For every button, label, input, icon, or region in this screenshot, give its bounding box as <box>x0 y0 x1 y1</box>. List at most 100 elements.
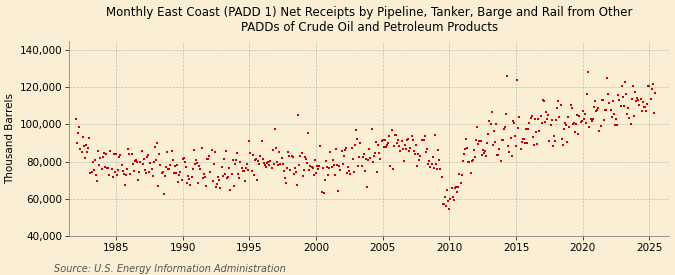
Point <box>426 162 437 166</box>
Point <box>133 178 144 182</box>
Point <box>219 172 230 176</box>
Point <box>570 130 580 134</box>
Point <box>445 197 456 201</box>
Point <box>647 82 658 87</box>
Point <box>371 140 381 144</box>
Point <box>637 109 647 113</box>
Point <box>84 136 95 140</box>
Point <box>443 199 454 204</box>
Point <box>88 168 99 172</box>
Point <box>155 163 166 167</box>
Point <box>503 144 514 148</box>
Point <box>474 138 485 143</box>
Point <box>621 92 632 96</box>
Point <box>111 173 122 178</box>
Point <box>303 131 314 136</box>
Point <box>271 145 281 150</box>
Point <box>605 108 616 112</box>
Point <box>90 173 101 177</box>
Point <box>83 146 94 150</box>
Point <box>315 144 326 148</box>
Point <box>453 185 464 189</box>
Point <box>345 172 356 176</box>
Point <box>485 122 496 127</box>
Point <box>115 153 126 157</box>
Point <box>486 110 497 115</box>
Point <box>243 168 254 172</box>
Point <box>640 105 651 110</box>
Point <box>576 119 587 123</box>
Point <box>202 157 213 161</box>
Point <box>487 142 498 147</box>
Point <box>446 186 457 191</box>
Point <box>213 175 223 179</box>
Point <box>555 103 566 107</box>
Point <box>217 174 228 178</box>
Point <box>587 119 597 123</box>
Point <box>575 120 586 124</box>
Point <box>174 173 185 178</box>
Point <box>410 152 421 156</box>
Point <box>159 174 170 178</box>
Point <box>269 162 279 166</box>
Point <box>563 115 574 119</box>
Point <box>602 76 613 80</box>
Point <box>310 158 321 162</box>
Point <box>535 114 546 118</box>
Point <box>310 171 321 175</box>
Point <box>508 121 519 125</box>
Point <box>256 138 267 143</box>
Point <box>373 142 383 147</box>
Point <box>207 179 218 183</box>
Point <box>96 167 107 172</box>
Point <box>381 145 392 149</box>
Point <box>215 185 226 190</box>
Point <box>358 152 369 156</box>
Point <box>462 146 472 150</box>
Point <box>159 192 169 197</box>
Point <box>167 158 178 162</box>
Point <box>274 150 285 155</box>
Point <box>227 158 238 162</box>
Point <box>94 163 105 167</box>
Point <box>618 95 628 100</box>
Point <box>211 185 221 190</box>
Point <box>614 98 625 103</box>
Point <box>253 159 264 163</box>
Point <box>520 127 531 131</box>
Point <box>549 134 560 138</box>
Point <box>137 161 148 166</box>
Point <box>90 158 101 162</box>
Point <box>323 173 333 177</box>
Point <box>472 125 483 129</box>
Point <box>415 154 426 159</box>
Point <box>257 157 268 162</box>
Point <box>278 169 289 173</box>
Point <box>157 170 168 174</box>
Point <box>385 164 396 168</box>
Point <box>583 70 594 74</box>
Point <box>138 157 149 162</box>
Point <box>452 190 462 195</box>
Point <box>324 166 335 170</box>
Point <box>483 132 493 136</box>
Point <box>530 117 541 122</box>
Point <box>441 187 452 192</box>
Point <box>599 118 610 122</box>
Point <box>269 127 280 131</box>
Point <box>558 127 569 131</box>
Point <box>458 159 468 164</box>
Point <box>599 108 610 112</box>
Point <box>515 147 526 151</box>
Point <box>95 156 106 160</box>
Point <box>261 165 271 169</box>
Point <box>537 97 548 102</box>
Point <box>176 177 187 182</box>
Point <box>518 137 529 141</box>
Point <box>296 151 307 156</box>
Point <box>407 138 418 142</box>
Point <box>304 168 315 172</box>
Point <box>551 117 562 122</box>
Point <box>524 121 535 125</box>
Point <box>265 158 276 163</box>
